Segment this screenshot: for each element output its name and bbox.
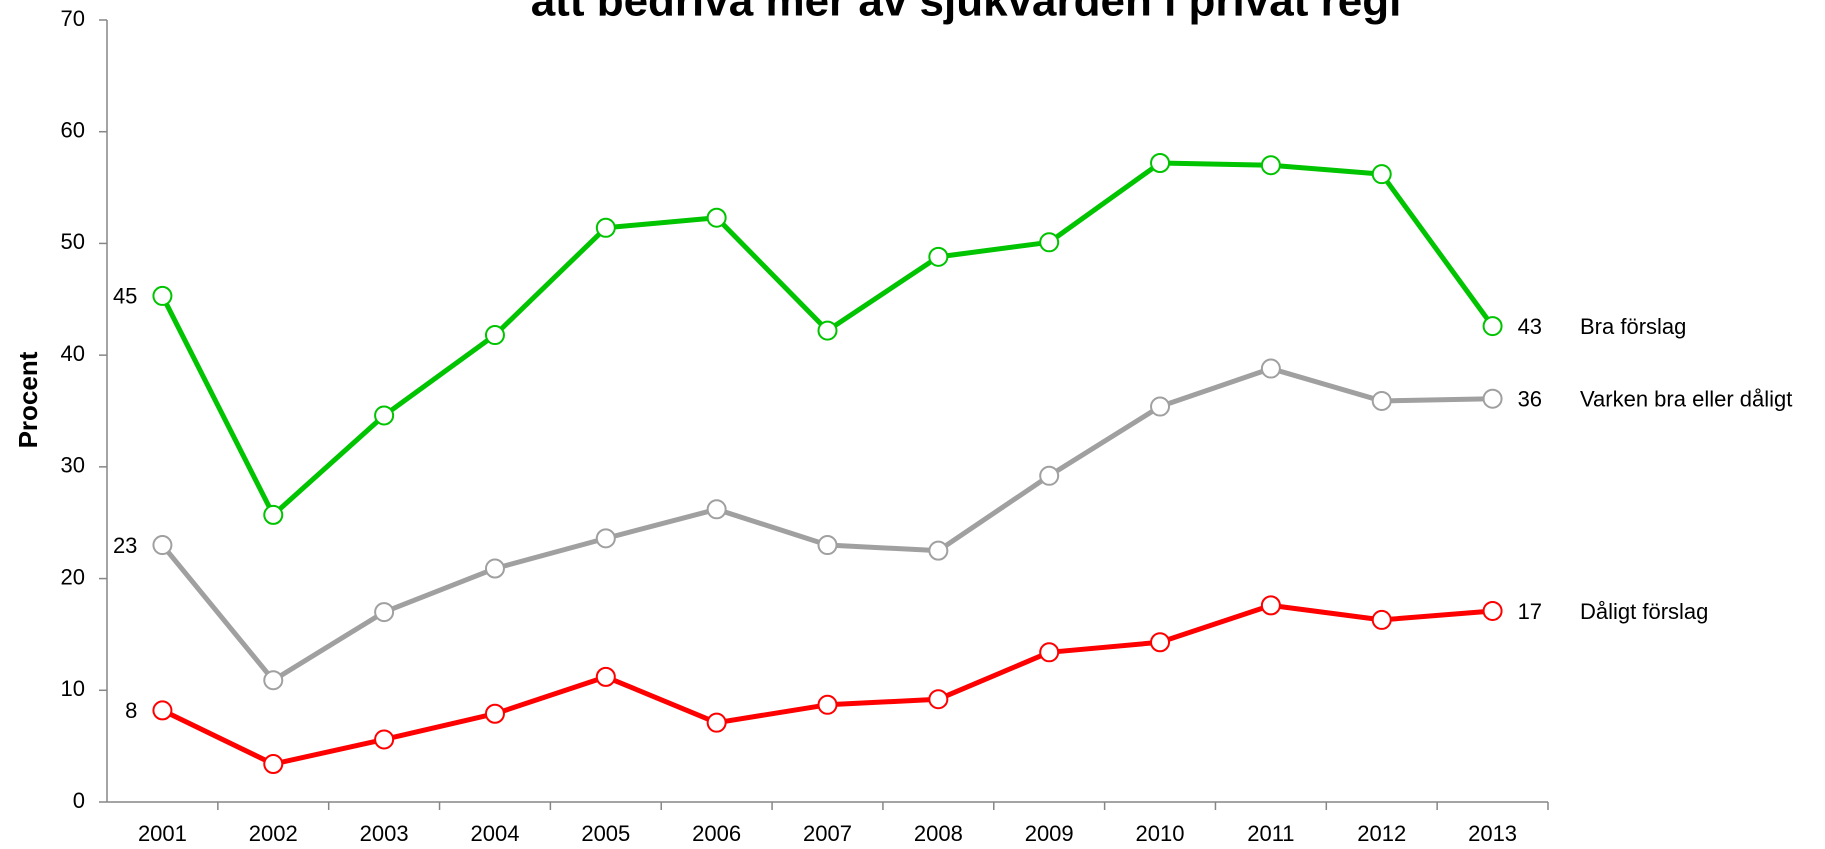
- x-tick-label: 2012: [1357, 821, 1406, 846]
- x-tick-label: 2011: [1247, 821, 1294, 846]
- point: [484, 703, 505, 724]
- point: [706, 712, 727, 733]
- point: [595, 666, 616, 687]
- point: [152, 700, 173, 721]
- y-tick-label: 70: [61, 6, 85, 31]
- point: [484, 325, 505, 346]
- point: [595, 217, 616, 238]
- x-tick-label: 2006: [692, 821, 741, 846]
- point: [263, 670, 284, 691]
- point: [595, 528, 616, 549]
- point: [1260, 358, 1281, 379]
- y-axis-label: Procent: [13, 351, 43, 448]
- x-tick-label: 2008: [914, 821, 963, 846]
- y-tick-label: 50: [61, 229, 85, 254]
- point: [1371, 164, 1392, 185]
- point: [1482, 388, 1503, 409]
- x-tick-label: 2004: [470, 821, 519, 846]
- point: [1039, 465, 1060, 486]
- point: [1150, 632, 1171, 653]
- point: [263, 754, 284, 775]
- y-tick-label: 60: [61, 118, 85, 143]
- x-tick-label: 2003: [360, 821, 409, 846]
- data-label: 45: [113, 284, 137, 309]
- y-tick-label: 40: [61, 341, 85, 366]
- x-tick-label: 2010: [1136, 821, 1185, 846]
- y-tick-label: 10: [61, 676, 85, 701]
- point: [1371, 390, 1392, 411]
- legend-label: Dåligt förslag: [1580, 599, 1708, 624]
- point: [1039, 642, 1060, 663]
- point: [817, 320, 838, 341]
- point: [374, 729, 395, 750]
- legend-label: Bra förslag: [1580, 314, 1686, 339]
- x-tick-label: 2007: [803, 821, 852, 846]
- x-tick-label: 2001: [138, 821, 187, 846]
- point: [152, 535, 173, 556]
- data-label: 43: [1518, 314, 1542, 339]
- data-label: 36: [1518, 387, 1542, 412]
- point: [928, 246, 949, 267]
- point: [152, 285, 173, 306]
- chart-title: att bedriva mer av sjukvården i privat r…: [531, 0, 1402, 26]
- point: [263, 504, 284, 525]
- point: [928, 689, 949, 710]
- x-tick-label: 2009: [1025, 821, 1074, 846]
- series-line: [161, 602, 1493, 767]
- point: [817, 535, 838, 556]
- y-tick-label: 20: [61, 564, 85, 589]
- x-tick-label: 2002: [249, 821, 298, 846]
- point: [706, 499, 727, 520]
- x-tick-label: 2005: [581, 821, 630, 846]
- point: [1150, 152, 1171, 173]
- data-label: 23: [113, 533, 137, 558]
- point: [817, 694, 838, 715]
- x-tick-label: 2013: [1468, 821, 1517, 846]
- point: [1482, 600, 1503, 621]
- data-label: 8: [125, 698, 137, 723]
- point: [928, 540, 949, 561]
- point: [374, 405, 395, 426]
- series-line: [160, 366, 1493, 683]
- data-label: 17: [1518, 599, 1542, 624]
- y-tick-label: 30: [61, 453, 85, 478]
- legend-label: Varken bra eller dåligt: [1580, 387, 1792, 412]
- point: [484, 558, 505, 579]
- point: [1371, 609, 1392, 630]
- point: [1260, 155, 1281, 176]
- point: [1260, 595, 1281, 616]
- y-tick-label: 0: [73, 788, 85, 813]
- point: [706, 207, 727, 228]
- point: [1482, 316, 1503, 337]
- point: [1039, 232, 1060, 253]
- point: [374, 602, 395, 623]
- point: [1150, 396, 1171, 417]
